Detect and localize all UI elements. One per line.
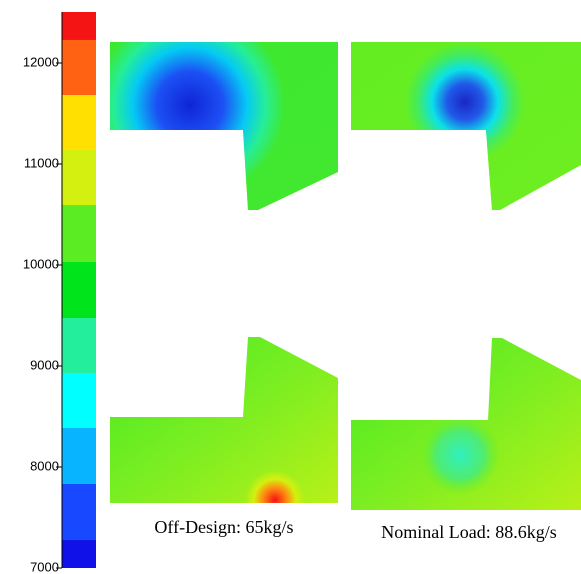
colorbar-band [62, 372, 96, 429]
colorbar-band [62, 12, 96, 40]
panel-nominal [351, 42, 581, 510]
tick-label: 10000 [23, 256, 59, 271]
panel-off-design [110, 42, 338, 503]
colorbar-band [62, 149, 96, 206]
tick-label: 12000 [23, 54, 59, 69]
colorbar-band [62, 39, 96, 96]
colorbar-band [62, 261, 96, 319]
colorbar-band [62, 540, 96, 568]
tick-label: 9000 [30, 357, 59, 372]
tick-label: 7000 [30, 559, 59, 574]
colorbar: 7000 8000 9000 10000 11000 12000 [23, 12, 96, 574]
panel-caption: Nominal Load: 88.6kg/s [381, 522, 556, 542]
panel-caption: Off-Design: 65kg/s [154, 517, 293, 537]
colorbar-band [62, 318, 96, 373]
colorbar-band [62, 95, 96, 150]
tick-label: 11000 [24, 155, 59, 170]
tick-label: 8000 [30, 458, 59, 473]
colorbar-band [62, 205, 96, 262]
colorbar-band [62, 428, 96, 484]
colorbar-band [62, 483, 96, 541]
